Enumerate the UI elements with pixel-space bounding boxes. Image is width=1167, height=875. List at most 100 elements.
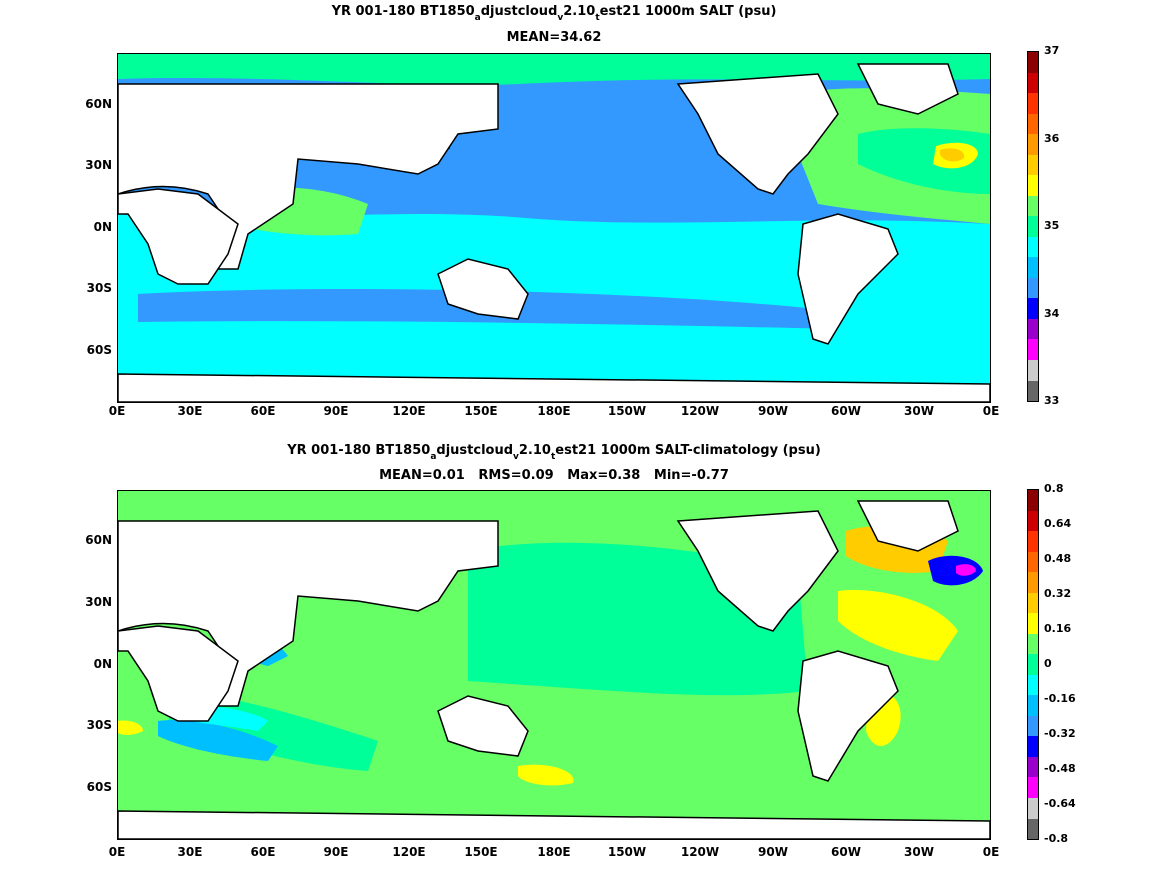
colorbar-segment [1028,216,1038,237]
lat-label-60s: 60S [86,780,112,794]
lon-label: 150E [464,845,498,859]
south-africa-yellow-patch [118,720,143,736]
colorbar-segment [1028,715,1038,737]
arctic-aqua-field [118,54,990,86]
panel2-title: YR 001-180 BT1850adjustcloudv2.10test21 … [117,443,991,462]
colorbar-label: -0.8 [1044,832,1069,845]
colorbar-label: -0.32 [1044,727,1076,740]
panel2-subtitle: MEAN=0.01 RMS=0.09 Max=0.38 Min=-0.77 [379,468,729,483]
africa-landmass [118,625,239,722]
lon-label: 90E [323,404,349,418]
australia-landmass [437,258,529,320]
panel1-title-subscript: v [557,13,564,23]
colorbar-segment [1028,674,1038,696]
colorbar-label: 0 [1044,657,1052,670]
colorbar-segment [1028,531,1038,552]
colorbar-segment [1028,592,1038,614]
colorbar-label: 0.32 [1044,587,1072,600]
panel1-title-part: djustcloud [480,4,558,19]
lon-label: 150W [607,404,647,418]
colorbar-segment [1028,134,1038,155]
lon-label: 0E [108,404,126,418]
colorbar-segment [1028,510,1038,532]
lon-label: 90E [323,845,349,859]
antarctica-landmass [118,810,990,839]
colorbar-label: 0.48 [1044,552,1072,565]
colorbar-segment [1028,277,1038,299]
salinity-map-panel [117,53,991,403]
panel2-title-part: 2.10 [518,443,551,458]
salinity-colorbar [1027,51,1039,402]
colorbar-segment [1028,736,1038,757]
colorbar-label: -0.64 [1044,797,1076,810]
colorbar-label: 0.16 [1044,622,1072,635]
lon-label: 90W [758,845,788,859]
lon-label: 0E [982,845,1000,859]
lat-label-30s: 30S [86,281,112,295]
colorbar-segment [1028,298,1038,319]
lat-label-0n: 0N [93,220,112,234]
lat-label-60n: 60N [85,533,112,547]
lon-label: 30W [904,404,934,418]
panel2-title-part: YR 001-180 BT1850 [287,443,431,458]
indian-ocean-lightblue-field [158,720,278,761]
continents [118,63,990,402]
north-america-landmass [676,73,839,195]
panel1-title: YR 001-180 BT1850adjustcloudv2.10test21 … [117,4,991,23]
lon-label: 0E [982,404,1000,418]
panel1-title-part: 2.10 [563,4,596,19]
lon-label: 60W [831,845,861,859]
colorbar-segment [1028,380,1038,402]
colorbar-segment [1028,654,1038,675]
colorbar-label: -0.48 [1044,762,1076,775]
lon-label: 60E [250,404,276,418]
panel1-title-part: est21 1000m SALT (psu) [599,4,777,19]
lat-label-30s: 30S [86,718,112,732]
north-atlantic-yellow-field [838,590,958,661]
panel1-subtitle: MEAN=34.62 [506,30,602,45]
colorbar-segment [1028,359,1038,381]
continents [118,500,990,839]
africa-landmass [118,188,239,285]
greenland-landmass [856,500,959,552]
lon-label: 120E [392,404,426,418]
colorbar-segment [1028,93,1038,114]
south-america-landmass [797,213,899,345]
colorbar-segment [1028,175,1038,196]
lon-label: 0E [108,845,126,859]
lon-label: 60W [831,404,861,418]
lon-label: 60E [250,845,276,859]
lon-label: 120W [680,845,720,859]
lat-label-30n: 30N [85,595,112,609]
panel2-title-part: djustcloud [436,443,514,458]
colorbar-segment [1028,695,1038,716]
panel2-title-subscript: v [513,452,519,462]
south-pacific-yellow-patch [518,764,574,786]
greenland-landmass [856,63,959,115]
colorbar-label: 34 [1044,307,1060,320]
mediterranean-outflow-orange [940,148,965,162]
colorbar-label: 33 [1044,394,1060,407]
colorbar-segment [1028,756,1038,778]
panel2-title-part: est21 1000m SALT-climatology (psu) [555,443,821,458]
colorbar-segment [1028,195,1038,217]
colorbar-segment [1028,633,1038,655]
colorbar-segment [1028,613,1038,634]
lon-label: 30E [177,404,203,418]
lat-label-60s: 60S [86,343,112,357]
colorbar-label: 37 [1044,44,1060,57]
colorbar-segment [1028,52,1038,73]
colorbar-segment [1028,72,1038,94]
salinity-map-svg [118,54,990,402]
colorbar-segment [1028,154,1038,176]
australia-landmass [437,695,529,757]
panel2-title-subscript: t [550,452,556,462]
lon-label: 30W [904,845,934,859]
antarctica-landmass [118,373,990,402]
panel1-title-part: YR 001-180 BT1850 [331,4,475,19]
lat-label-30n: 30N [85,158,112,172]
lon-label: 150W [607,845,647,859]
lon-label: 30E [177,845,203,859]
salinity-anomaly-map-svg [118,500,990,839]
colorbar-segment [1028,490,1038,511]
